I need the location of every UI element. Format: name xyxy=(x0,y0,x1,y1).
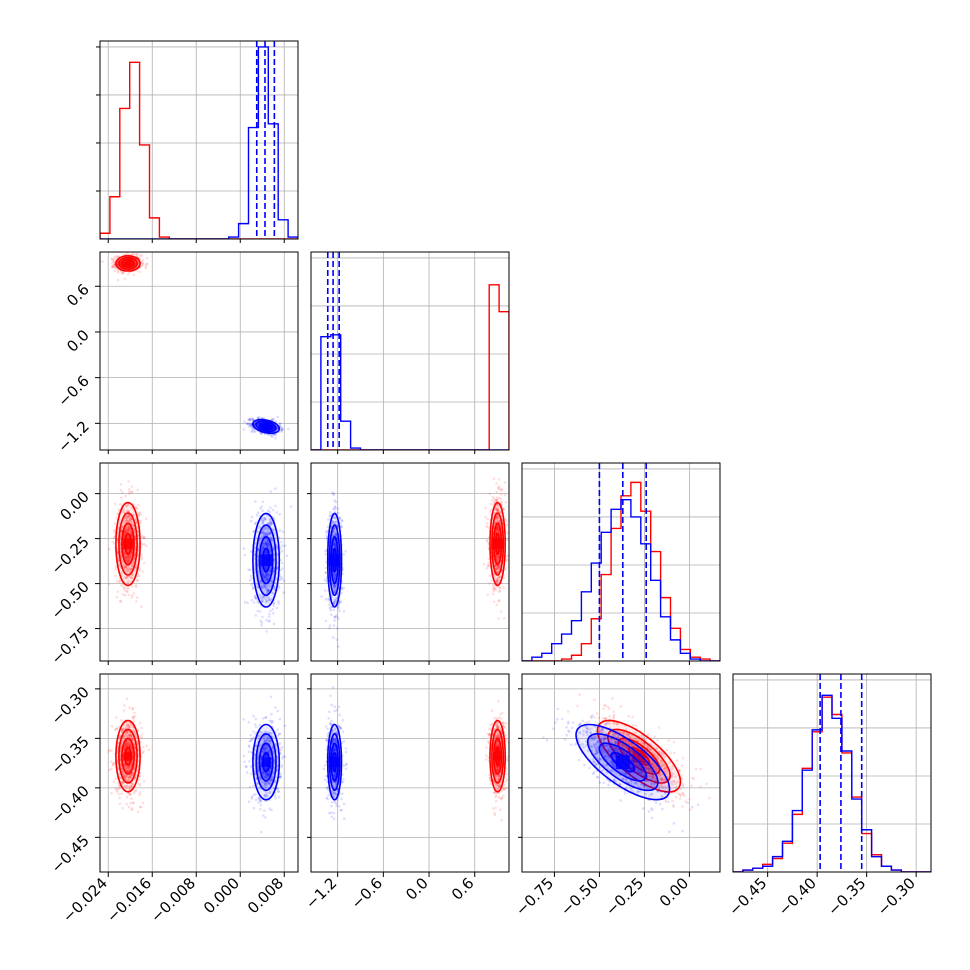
scatter-frame-3-1 xyxy=(310,673,510,873)
y-tick-label-1-0: −1.2 xyxy=(54,417,92,455)
hist-blue-3 xyxy=(733,694,931,872)
hist-panel-3 xyxy=(733,674,931,872)
hist-blue-0 xyxy=(100,46,298,239)
y-tick-label-3-3: −0.30 xyxy=(48,683,93,728)
scatter-panel-1-0 xyxy=(100,252,298,450)
hist-frame-3 xyxy=(732,673,932,873)
scatter-panel-3-2 xyxy=(522,674,720,872)
scatter-panel-3-0 xyxy=(100,674,298,872)
hist-red-3 xyxy=(733,696,931,872)
density-peak-red xyxy=(122,538,134,550)
x-tick-label-2-3: 0.00 xyxy=(656,874,692,910)
y-tick-label-2-3: 0.00 xyxy=(56,488,92,524)
density-peak-blue xyxy=(615,755,630,770)
x-tick-label-0-3: 0.000 xyxy=(200,874,243,917)
scatter-frame-2-0 xyxy=(99,462,299,662)
y-tick-label-1-3: 0.6 xyxy=(63,280,93,310)
hist-frame-2 xyxy=(521,462,721,662)
y-tick-label-2-2: −0.25 xyxy=(48,533,93,578)
density-peak-blue xyxy=(328,554,341,567)
x-tick-label-0-0: −0.024 xyxy=(59,874,111,926)
y-tick-label-3-2: −0.35 xyxy=(48,733,93,778)
hist-panel-1 xyxy=(311,252,509,450)
scatter-frame-1-0 xyxy=(99,251,299,451)
x-tick-label-3-3: −0.30 xyxy=(874,874,919,919)
scatter-panel-3-1 xyxy=(311,674,509,872)
x-tick-label-1-1: −0.6 xyxy=(348,874,386,912)
density-peak-blue xyxy=(329,757,340,767)
hist-blue-1 xyxy=(311,334,509,450)
x-tick-label-2-0: −0.75 xyxy=(512,874,557,919)
scatter-frame-2-1 xyxy=(310,462,510,662)
x-tick-label-3-1: −0.40 xyxy=(775,874,820,919)
hist-red-2 xyxy=(522,481,720,661)
x-tick-label-0-4: 0.008 xyxy=(244,874,287,917)
scatter-panel-2-1 xyxy=(311,463,509,661)
hist-red-0 xyxy=(100,61,298,239)
density-peak-blue xyxy=(260,554,272,567)
density-peak-red xyxy=(492,538,503,550)
x-tick-label-3-0: −0.45 xyxy=(725,874,770,919)
density-peak-blue xyxy=(261,757,271,767)
y-tick-label-1-2: 0.0 xyxy=(63,326,93,356)
scatter-panel-2-0 xyxy=(100,463,298,661)
x-tick-label-1-0: −1.2 xyxy=(302,874,340,912)
y-tick-label-3-1: −0.40 xyxy=(48,782,93,827)
scatter-frame-3-2 xyxy=(521,673,721,873)
scatter-frame-3-0 xyxy=(99,673,299,873)
hist-blue-2 xyxy=(522,498,720,661)
x-tick-label-0-2: −0.008 xyxy=(147,874,199,926)
x-tick-label-3-2: −0.35 xyxy=(824,874,869,919)
hist-frame-1 xyxy=(310,251,510,451)
y-tick-label-2-0: −0.75 xyxy=(48,623,93,668)
density-peak-red xyxy=(493,751,502,761)
density-peak-red xyxy=(126,261,130,265)
x-tick-label-2-1: −0.50 xyxy=(557,874,602,919)
hist-panel-0 xyxy=(100,41,298,239)
x-tick-label-0-1: −0.016 xyxy=(103,874,155,926)
x-tick-label-1-3: 0.6 xyxy=(448,874,478,904)
density-peak-blue xyxy=(264,424,268,429)
y-tick-label-2-1: −0.50 xyxy=(48,578,93,623)
x-tick-label-1-2: 0.0 xyxy=(402,874,432,904)
y-tick-label-1-1: −0.6 xyxy=(54,372,92,410)
x-tick-label-2-2: −0.25 xyxy=(602,874,647,919)
hist-red-1 xyxy=(311,284,509,450)
hist-frame-0 xyxy=(99,40,299,240)
hist-panel-2 xyxy=(522,463,720,661)
y-tick-label-3-0: −0.45 xyxy=(48,832,93,877)
density-peak-red xyxy=(123,751,133,761)
